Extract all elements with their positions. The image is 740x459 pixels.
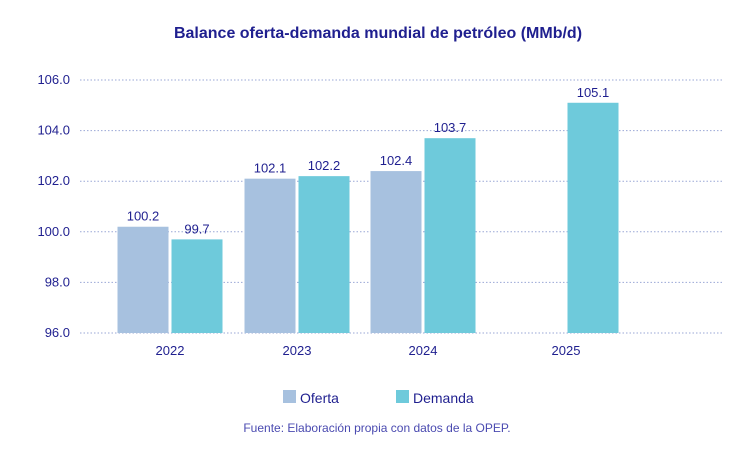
x-tick-label: 2024: [409, 343, 438, 358]
x-tick-label: 2025: [552, 343, 581, 358]
y-tick-label: 106.0: [37, 72, 70, 87]
y-tick-label: 102.0: [37, 173, 70, 188]
y-tick-label: 100.0: [37, 224, 70, 239]
y-tick-label: 96.0: [45, 325, 70, 340]
bar-demanda-2024: [424, 138, 476, 333]
data-label-oferta-2022: 100.2: [127, 209, 160, 224]
data-label-demanda-2024: 103.7: [434, 120, 467, 135]
data-label-oferta-2023: 102.1: [254, 161, 287, 176]
bar-demanda-2023: [298, 176, 350, 333]
bar-demanda-2022: [171, 239, 223, 333]
legend-label-oferta: Oferta: [300, 390, 339, 406]
data-label-oferta-2024: 102.4: [380, 153, 413, 168]
legend: Oferta Demanda: [283, 390, 474, 406]
x-axis: 2022 2023 2024 2025: [156, 343, 581, 358]
data-label-demanda-2022: 99.7: [184, 221, 209, 236]
x-tick-label: 2023: [283, 343, 312, 358]
bar-oferta-2024: [370, 171, 422, 333]
bar-demanda-2025: [567, 102, 619, 334]
bar-oferta-2022: [117, 226, 169, 333]
chart-title: Balance oferta-demanda mundial de petról…: [174, 25, 582, 42]
legend-swatch-demanda: [396, 390, 409, 403]
y-tick-label: 98.0: [45, 274, 70, 289]
bars: 100.2 99.7 102.1 102.2 102.4 103.7 105.1: [117, 85, 619, 334]
source-note: Fuente: Elaboración propia con datos de …: [243, 421, 510, 435]
data-label-demanda-2023: 102.2: [308, 158, 341, 173]
legend-swatch-oferta: [283, 390, 296, 403]
x-tick-label: 2022: [156, 343, 185, 358]
y-axis: 96.0 98.0 100.0 102.0 104.0 106.0: [37, 72, 70, 340]
y-tick-label: 104.0: [37, 123, 70, 138]
data-label-demanda-2025: 105.1: [577, 85, 610, 100]
legend-label-demanda: Demanda: [413, 390, 474, 406]
bar-oferta-2023: [244, 178, 296, 333]
